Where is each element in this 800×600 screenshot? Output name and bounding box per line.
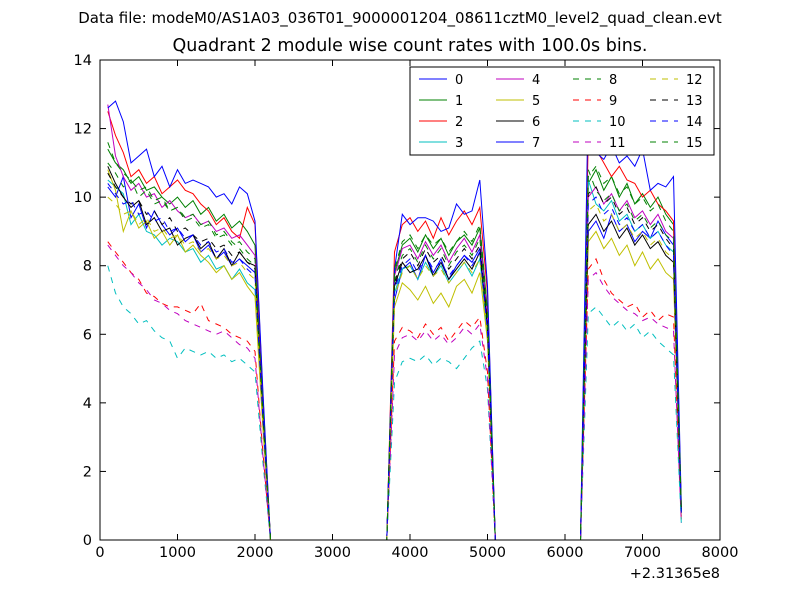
x-tick-label-7: 7000 [624,545,661,561]
x-tick-label-8: 8000 [702,545,739,561]
series-line-13 [107,172,682,541]
y-tick-label-5: 10 [74,190,92,206]
legend-label-10: 10 [609,115,626,130]
series-line-1 [107,148,682,541]
legend-label-13: 13 [686,94,703,109]
y-tick-label-6: 12 [74,122,92,138]
series-line-12 [107,196,682,541]
legend-label-1: 1 [455,94,463,109]
x-tick-label-5: 5000 [469,545,506,561]
chart-title: Quadrant 2 module wise count rates with … [172,36,648,56]
legend-label-9: 9 [609,94,617,109]
x-tick-label-6: 6000 [547,545,584,561]
legend-label-14: 14 [686,115,703,130]
legend-label-7: 7 [532,136,540,151]
legend-label-12: 12 [686,73,703,88]
legend-label-11: 11 [609,136,626,151]
y-tick-label-2: 4 [83,396,92,412]
y-tick-label-0: 0 [83,533,92,549]
x-tick-label-3: 3000 [314,545,351,561]
suptitle: Data file: modeM0/AS1A03_036T01_90000012… [78,9,722,27]
series-line-7 [107,94,682,541]
y-tick-label-7: 14 [74,53,92,69]
y-tick-label-4: 8 [83,259,92,275]
series-line-8 [107,162,682,541]
y-tick-label-1: 2 [83,464,92,480]
series-line-11 [107,244,682,541]
x-tick-label-4: 4000 [392,545,429,561]
legend-label-0: 0 [455,73,463,88]
legend-label-3: 3 [455,136,463,151]
x-tick-label-0: 0 [95,545,104,561]
series-line-2 [107,111,682,541]
legend-label-2: 2 [455,115,463,130]
tick-layer: 0 1000 2000 3000 4000 5000 6000 7000 80000246810… [74,53,739,561]
legend-label-15: 15 [686,136,703,151]
series-layer [107,94,682,541]
series-line-5 [107,169,682,541]
y-tick-label-3: 6 [83,327,92,343]
x-offset-label: +2.31365e8 [630,566,720,582]
x-tick-label-1: 1000 [159,545,196,561]
legend-label-4: 4 [532,73,540,88]
series-line-4 [107,104,682,541]
series-line-14 [107,183,682,541]
series-line-15 [107,142,682,541]
series-line-10 [107,265,682,541]
series-line-9 [107,241,682,541]
legend-label-6: 6 [532,115,540,130]
legend-label-8: 8 [609,73,617,88]
legend-box [409,66,715,156]
legend-label-5: 5 [532,94,540,109]
x-tick-label-2: 2000 [237,545,274,561]
